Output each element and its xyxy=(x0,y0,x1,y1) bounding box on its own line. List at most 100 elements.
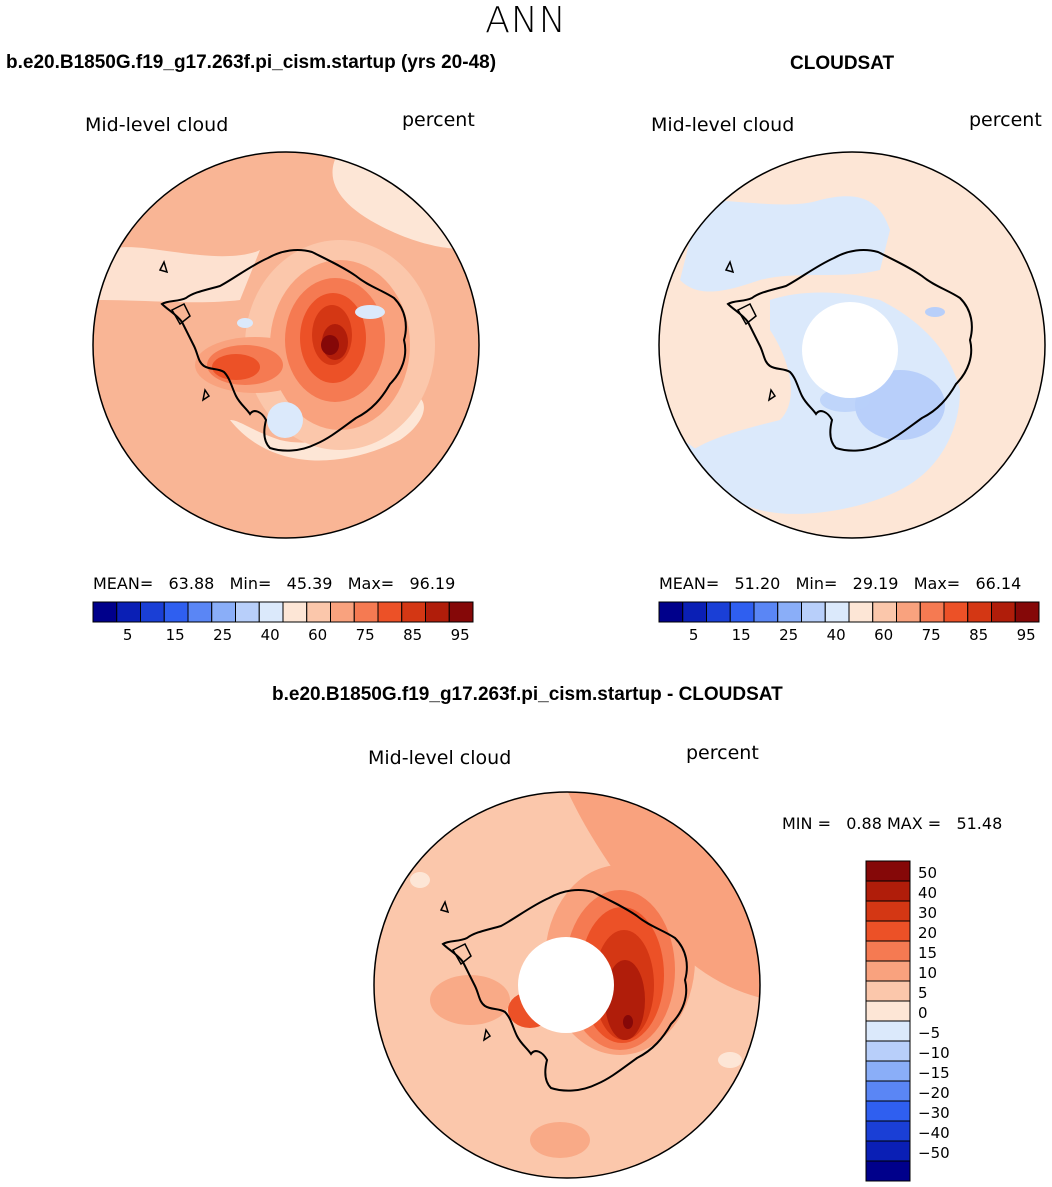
model-units-label: percent xyxy=(402,109,475,131)
colorbar-swatch xyxy=(801,601,826,623)
colorbar-swatch xyxy=(211,601,236,623)
colorbar-swatch xyxy=(777,601,802,623)
colorbar-tick-label: 0 xyxy=(918,1004,928,1022)
model-panel-title: b.e20.B1850G.f19_g17.263f.pi_cism.startu… xyxy=(6,52,497,73)
colorbar-tick-label: 75 xyxy=(356,626,375,644)
colorbar-swatch xyxy=(991,601,1016,623)
mean-value: 63.88 xyxy=(168,574,215,593)
mean-value: 51.20 xyxy=(734,574,781,593)
colorbar-swatch xyxy=(353,601,379,623)
colorbar-tick-label: −15 xyxy=(918,1064,950,1082)
colorbar-swatch xyxy=(967,601,992,623)
max-label: Max= xyxy=(913,574,961,593)
colorbar-tick-label: 30 xyxy=(918,904,937,922)
colorbar-swatch xyxy=(865,940,911,962)
colorbar-swatch xyxy=(865,920,911,942)
model-colorbar: 5 15 25 40 60 75 85 95 xyxy=(92,601,474,644)
colorbar-swatch xyxy=(865,1000,911,1022)
colorbar-swatch xyxy=(896,601,921,623)
min-label: MIN = xyxy=(782,814,831,833)
colorbar-swatch xyxy=(658,601,684,623)
colorbar-swatch xyxy=(865,1120,911,1142)
obs-colorbar: 5 15 25 40 60 75 85 95 xyxy=(658,601,1040,644)
diff-stats: MIN = 0.88 MAX = 51.48 xyxy=(782,814,1002,833)
colorbar-swatch xyxy=(865,1080,911,1102)
colorbar-swatch xyxy=(865,1060,911,1082)
colorbar-swatch xyxy=(448,601,474,623)
diff-map xyxy=(373,791,761,1179)
colorbar-swatch xyxy=(330,601,355,623)
obs-variable-label: Mid-level cloud xyxy=(651,114,795,136)
colorbar-tick-label: −40 xyxy=(918,1124,950,1142)
colorbar-swatch xyxy=(865,1140,911,1162)
obs-panel-title: CLOUDSAT xyxy=(790,53,895,74)
colorbar-swatch xyxy=(163,601,189,623)
colorbar-tick-label: −50 xyxy=(918,1144,950,1162)
colorbar-swatch xyxy=(116,601,141,623)
colorbar-swatch xyxy=(306,601,331,623)
max-label: Max= xyxy=(347,574,395,593)
min-value: 0.88 xyxy=(846,814,882,833)
colorbar-tick-label: 40 xyxy=(261,626,280,644)
colorbar-tick-label: −20 xyxy=(918,1084,950,1102)
obs-units-label: percent xyxy=(969,109,1042,131)
colorbar-swatch xyxy=(401,601,426,623)
colorbar-swatch xyxy=(919,601,945,623)
max-value: 96.19 xyxy=(409,574,456,593)
max-value: 51.48 xyxy=(956,814,1003,833)
colorbar-swatch xyxy=(865,1100,911,1122)
colorbar-swatch xyxy=(706,601,731,623)
max-value: 66.14 xyxy=(975,574,1022,593)
colorbar-tick-label: 95 xyxy=(1017,626,1036,644)
colorbar-swatch xyxy=(258,601,284,623)
diff-units-label: percent xyxy=(686,742,759,764)
mean-label: MEAN= xyxy=(659,574,720,593)
colorbar-tick-label: 15 xyxy=(166,626,185,644)
colorbar-tick-label: −10 xyxy=(918,1044,950,1062)
colorbar-tick-label: −30 xyxy=(918,1104,950,1122)
colorbar-swatch xyxy=(865,880,911,902)
colorbar-tick-label: 25 xyxy=(213,626,232,644)
colorbar-tick-label: 95 xyxy=(451,626,470,644)
colorbar-tick-label: 40 xyxy=(827,626,846,644)
colorbar-swatch xyxy=(872,601,897,623)
diff-variable-label: Mid-level cloud xyxy=(368,747,512,769)
colorbar-swatch xyxy=(235,601,260,623)
colorbar-swatch xyxy=(1014,601,1040,623)
min-label: Min= xyxy=(229,574,272,593)
min-value: 45.39 xyxy=(286,574,333,593)
colorbar-swatch xyxy=(425,601,450,623)
colorbar-swatch xyxy=(282,601,308,623)
colorbar-swatch xyxy=(865,1040,911,1062)
colorbar-swatch xyxy=(848,601,874,623)
obs-stats: MEAN= 51.20 Min= 29.19 Max= 66.14 xyxy=(659,574,1021,593)
obs-map xyxy=(658,151,1046,539)
colorbar-swatch xyxy=(140,601,165,623)
colorbar-swatch xyxy=(865,960,911,982)
colorbar-tick-label: 85 xyxy=(403,626,422,644)
colorbar-swatch xyxy=(865,1020,911,1042)
season-title: ANN xyxy=(485,0,567,41)
colorbar-tick-label: 5 xyxy=(689,626,699,644)
min-label: Min= xyxy=(795,574,838,593)
model-stats: MEAN= 63.88 Min= 45.39 Max= 96.19 xyxy=(93,574,455,593)
max-label: MAX = xyxy=(886,814,942,833)
colorbar-swatch xyxy=(187,601,213,623)
colorbar-tick-label: 10 xyxy=(918,964,937,982)
colorbar-tick-label: 15 xyxy=(732,626,751,644)
colorbar-swatch xyxy=(943,601,969,623)
colorbar-tick-label: −5 xyxy=(918,1024,940,1042)
colorbar-tick-label: 20 xyxy=(918,924,937,942)
colorbar-tick-label: 5 xyxy=(918,984,928,1002)
colorbar-tick-label: 5 xyxy=(123,626,133,644)
colorbar-tick-label: 40 xyxy=(918,884,937,902)
mean-label: MEAN= xyxy=(93,574,154,593)
colorbar-tick-label: 85 xyxy=(969,626,988,644)
colorbar-tick-label: 15 xyxy=(918,944,937,962)
diff-panel-title: b.e20.B1850G.f19_g17.263f.pi_cism.startu… xyxy=(272,684,783,705)
colorbar-tick-label: 75 xyxy=(922,626,941,644)
colorbar-tick-label: 50 xyxy=(918,864,937,882)
colorbar-swatch xyxy=(682,601,707,623)
colorbar-swatch xyxy=(865,1160,911,1182)
colorbar-swatch xyxy=(865,980,911,1002)
